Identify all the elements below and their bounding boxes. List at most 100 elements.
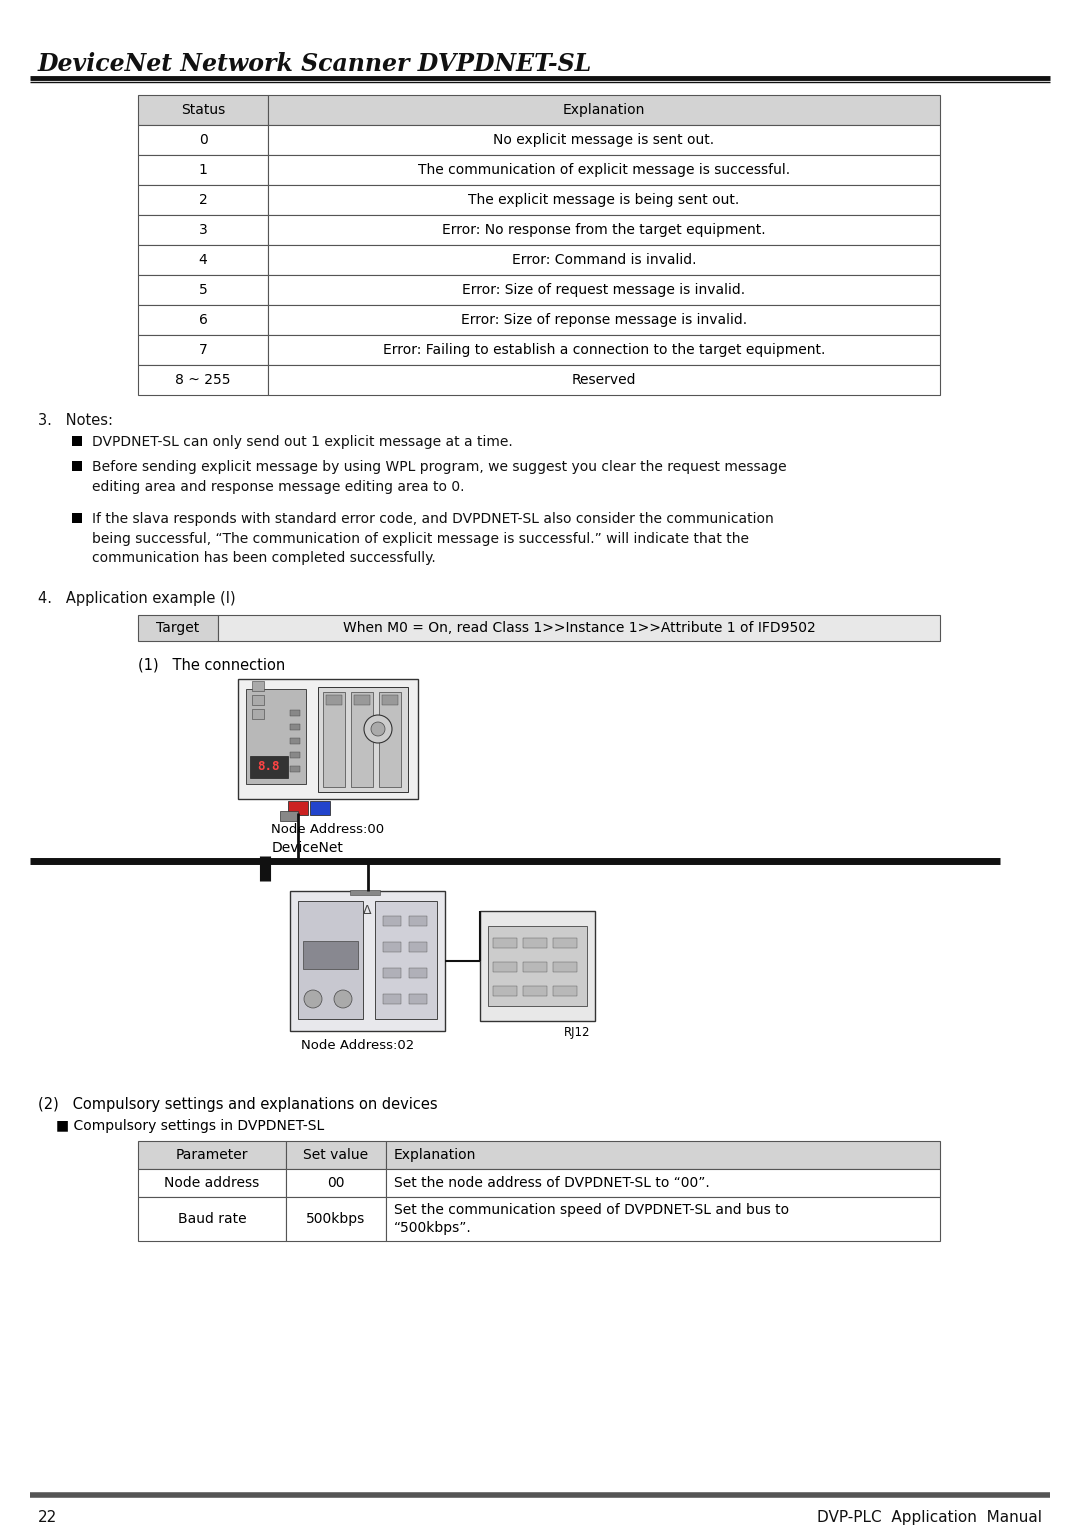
Circle shape [334,989,352,1008]
Bar [268,305,940,334]
Text: Target: Target [157,621,200,635]
Text: Error: Failing to establish a connection to the target equipment.: Error: Failing to establish a connection… [382,344,825,357]
Bar [298,901,363,1019]
Text: DeviceNet: DeviceNet [272,841,343,855]
Bar [138,615,218,641]
Bar [138,334,268,365]
Text: Node address: Node address [164,1176,259,1190]
Text: 3.   Notes:: 3. Notes: [38,412,113,428]
Text: 8.8: 8.8 [258,760,280,774]
Bar [268,125,940,156]
Bar [350,890,380,895]
Text: 00: 00 [327,1176,345,1190]
Circle shape [303,989,322,1008]
Text: (2)   Compulsory settings and explanations on devices: (2) Compulsory settings and explanations… [38,1096,437,1112]
Text: 8 ~ 255: 8 ~ 255 [175,373,231,386]
Bar [386,1197,940,1241]
Bar [268,275,940,305]
Bar [268,95,940,125]
Text: 7: 7 [199,344,207,357]
Bar [291,751,300,757]
Text: Status: Status [180,102,225,118]
Bar [383,916,401,925]
Bar [383,942,401,951]
Text: Set the communication speed of DVPDNET-SL and bus to
“500kbps”.: Set the communication speed of DVPDNET-S… [394,1203,789,1235]
Text: Baud rate: Baud rate [178,1212,246,1226]
Text: When M0 = On, read Class 1>>Instance 1>>Attribute 1 of IFD9502: When M0 = On, read Class 1>>Instance 1>>… [342,621,815,635]
Bar [553,986,577,996]
Bar [138,244,268,275]
Bar [246,689,306,783]
Bar [409,968,427,977]
Bar [138,215,268,244]
Text: DeviceNet Network Scanner DVPDNET-SL: DeviceNet Network Scanner DVPDNET-SL [38,52,592,76]
Bar [492,938,517,948]
Bar [480,912,595,1022]
Bar [286,1197,386,1241]
Bar [249,756,288,777]
Bar [286,1141,386,1170]
Text: Node Address:00: Node Address:00 [271,823,384,835]
Bar [318,687,408,793]
Bar [291,724,300,730]
Bar [310,802,330,815]
Text: Explanation: Explanation [394,1148,476,1162]
Text: The explicit message is being sent out.: The explicit message is being sent out. [469,192,740,208]
Text: 22: 22 [38,1510,57,1525]
Bar [138,95,268,125]
Bar [323,692,345,786]
Bar [492,962,517,973]
Circle shape [372,722,384,736]
Bar [383,968,401,977]
Text: If the slava responds with standard error code, and DVPDNET-SL also consider the: If the slava responds with standard erro… [92,512,773,565]
Bar [268,185,940,215]
Bar [523,938,546,948]
Bar [280,811,298,822]
Bar [523,986,546,996]
Text: Explanation: Explanation [563,102,645,118]
Bar [291,890,445,1031]
Text: Δ: Δ [363,904,372,918]
Bar [409,942,427,951]
Text: Error: Command is invalid.: Error: Command is invalid. [512,253,697,267]
Bar [72,437,82,446]
Bar [218,615,940,641]
Bar [382,695,399,705]
Text: DVPDNET-SL can only send out 1 explicit message at a time.: DVPDNET-SL can only send out 1 explicit … [92,435,513,449]
Text: Node Address:02: Node Address:02 [301,1038,414,1052]
Bar [286,1170,386,1197]
Bar [383,994,401,1003]
Bar [138,365,268,395]
Text: Set the node address of DVPDNET-SL to “00”.: Set the node address of DVPDNET-SL to “0… [394,1176,710,1190]
Bar [291,710,300,716]
Bar [268,215,940,244]
Bar [268,156,940,185]
Bar [291,767,300,773]
Bar [268,365,940,395]
Bar [291,738,300,744]
Text: Set value: Set value [303,1148,368,1162]
Bar [492,986,517,996]
Text: 3: 3 [199,223,207,237]
Text: 4.   Application example (I): 4. Application example (I) [38,591,235,606]
Text: Error: Size of reponse message is invalid.: Error: Size of reponse message is invali… [461,313,747,327]
Text: 4: 4 [199,253,207,267]
Bar [553,938,577,948]
Bar [138,305,268,334]
Circle shape [364,715,392,744]
Bar [138,1197,286,1241]
Bar [138,1141,286,1170]
Bar [72,461,82,470]
Text: No explicit message is sent out.: No explicit message is sent out. [494,133,715,147]
Bar [138,275,268,305]
Bar [252,695,264,705]
Bar [138,1170,286,1197]
Bar [252,681,264,692]
Bar [553,962,577,973]
Bar [375,901,437,1019]
Bar [138,125,268,156]
Bar [138,156,268,185]
Bar [354,695,370,705]
Bar [386,1141,940,1170]
Bar [268,244,940,275]
